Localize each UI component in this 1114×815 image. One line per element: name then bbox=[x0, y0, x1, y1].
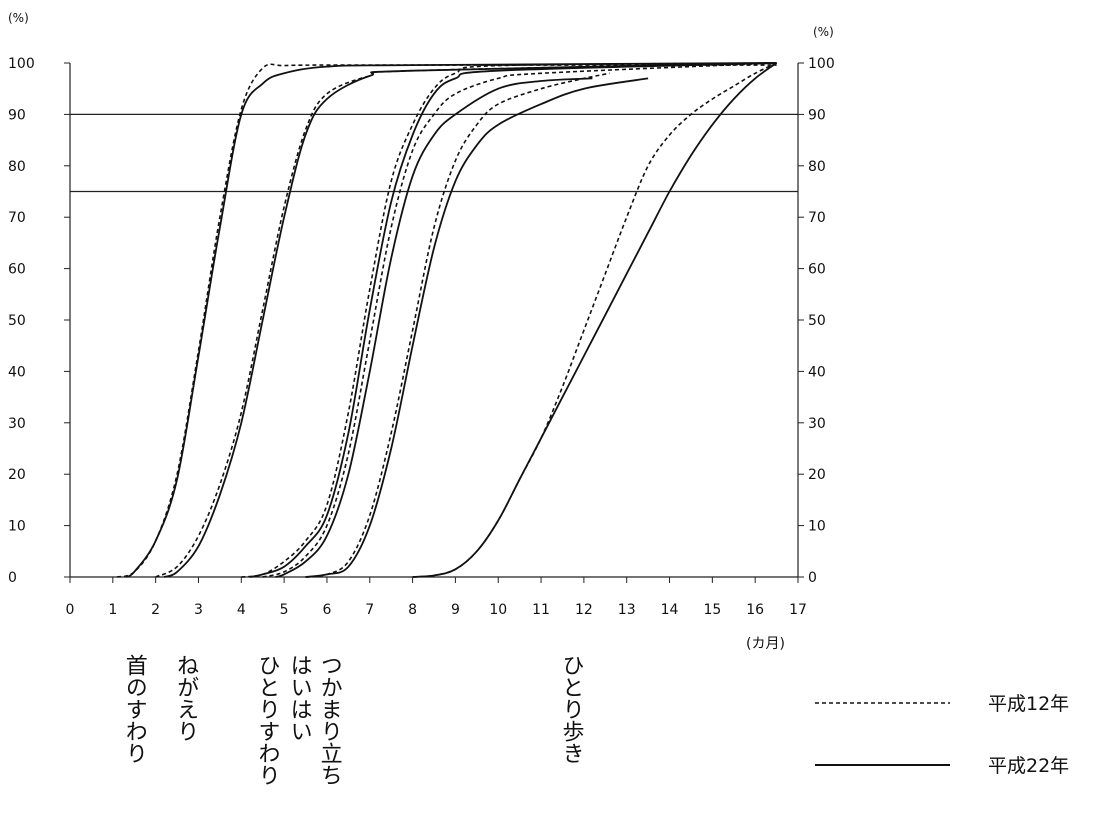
milestone-label: ひとり歩き bbox=[559, 654, 584, 764]
milestone-label: 首のすわり bbox=[122, 654, 147, 764]
x-tick-label: 16 bbox=[746, 602, 764, 618]
y-tick-label-left: 100 bbox=[8, 56, 35, 72]
axes bbox=[69, 63, 799, 578]
y-tick-label-right: 0 bbox=[808, 570, 817, 586]
series-line-dashed bbox=[412, 62, 777, 578]
series-line-solid bbox=[249, 62, 777, 578]
series-line-dashed bbox=[241, 62, 777, 578]
y-tick-label-right: 70 bbox=[808, 210, 826, 226]
milestone-label: ひとりすわり bbox=[254, 654, 279, 786]
y-tick-label-right: 60 bbox=[808, 262, 826, 278]
reference-lines bbox=[70, 113, 798, 193]
series-line-dashed bbox=[116, 63, 777, 578]
series-line-solid bbox=[305, 77, 649, 578]
milestone-label: はいはい bbox=[287, 654, 312, 742]
x-tick-label: 5 bbox=[280, 602, 289, 618]
series-line-solid bbox=[125, 62, 777, 578]
series-line-dashed bbox=[305, 72, 610, 578]
y-tick-label-left: 20 bbox=[8, 467, 26, 483]
y-tick-label-left: 30 bbox=[8, 416, 26, 432]
y-tick-label-left: 40 bbox=[8, 364, 26, 380]
x-tick-label: 1 bbox=[108, 602, 117, 618]
x-tick-label: 9 bbox=[451, 602, 460, 618]
x-tick-label: 6 bbox=[322, 602, 331, 618]
y-tick-label-left: 50 bbox=[8, 313, 26, 329]
y-tick-label-right: 100 bbox=[808, 56, 835, 72]
y-tick-label-right: 40 bbox=[808, 364, 826, 380]
x-tick-label: 11 bbox=[532, 602, 550, 618]
x-tick-label: 14 bbox=[661, 602, 679, 618]
x-tick-label: 3 bbox=[194, 602, 203, 618]
series-line-solid bbox=[163, 62, 777, 578]
series-line-dashed bbox=[262, 62, 777, 578]
y-tick-label-right: 80 bbox=[808, 159, 826, 175]
legend: 平成12年 平成22年 bbox=[815, 693, 1069, 777]
series-line-solid bbox=[412, 62, 778, 578]
x-tick-label: 13 bbox=[618, 602, 636, 618]
y-tick-label-left: 80 bbox=[8, 159, 26, 175]
x-tick-label: 12 bbox=[575, 602, 593, 618]
x-tick-label: 17 bbox=[789, 602, 807, 618]
series-lines bbox=[116, 62, 778, 578]
x-tick-label: 4 bbox=[237, 602, 246, 618]
milestone-label: つかまり立ち bbox=[317, 654, 342, 786]
legend-label-h22: 平成22年 bbox=[988, 755, 1069, 777]
y-tick-label-left: 90 bbox=[8, 107, 26, 123]
y-tick-label-left: 70 bbox=[8, 210, 26, 226]
y-tick-label-left: 10 bbox=[8, 519, 26, 535]
x-tick-label: 10 bbox=[489, 602, 507, 618]
series-line-solid bbox=[275, 77, 593, 578]
x-tick-label: 8 bbox=[408, 602, 417, 618]
y-tick-label-right: 30 bbox=[808, 416, 826, 432]
milestone-labels: 首のすわり ねがえり ひとりすわり はいはい つかまり立ち ひとり歩き bbox=[122, 654, 584, 786]
y-tick-label-right: 90 bbox=[808, 107, 826, 123]
x-tick-label: 7 bbox=[365, 602, 374, 618]
right-y-unit-label: (%) bbox=[813, 25, 834, 39]
milestone-label: ねがえり bbox=[173, 654, 198, 742]
x-tick-label: 2 bbox=[151, 602, 160, 618]
x-tick-label: 15 bbox=[703, 602, 721, 618]
x-unit-label: (カ月) bbox=[746, 636, 785, 652]
y-tick-label-right: 50 bbox=[808, 313, 826, 329]
y-tick-label-right: 10 bbox=[808, 519, 826, 535]
left-y-unit-label: (%) bbox=[8, 11, 29, 25]
y-tick-label-right: 20 bbox=[808, 467, 826, 483]
y-tick-label-left: 0 bbox=[8, 570, 17, 586]
legend-label-h12: 平成12年 bbox=[988, 693, 1069, 715]
y-tick-label-left: 60 bbox=[8, 262, 26, 278]
x-tick-label: 0 bbox=[66, 602, 75, 618]
